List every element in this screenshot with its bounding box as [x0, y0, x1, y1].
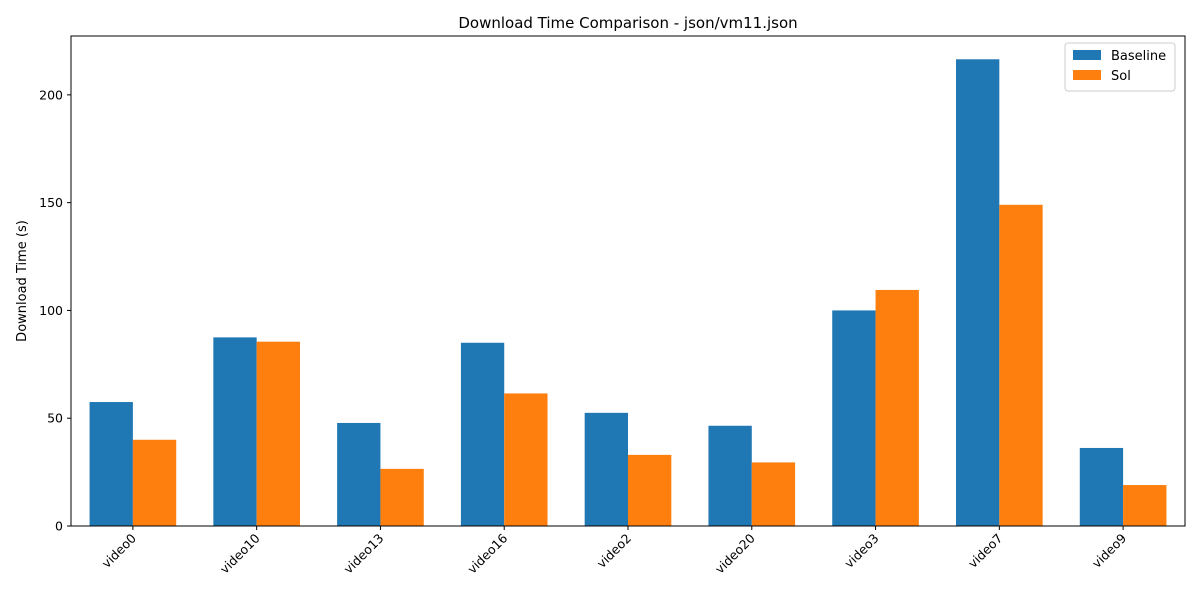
bar-sol-video7 [999, 204, 1043, 526]
bar-baseline-video9 [1079, 447, 1124, 526]
bar-baseline-video13 [337, 422, 381, 526]
y-tick-label-50: 50 [47, 411, 63, 426]
chart-title: Download Time Comparison - json/vm11.jso… [458, 14, 797, 32]
bar-baseline-video0 [89, 402, 133, 526]
bar-sol-video20 [751, 462, 796, 526]
bar-sol-video10 [256, 341, 300, 526]
bar-sol-video13 [380, 468, 424, 526]
bar-baseline-video7 [956, 59, 1000, 526]
bar-baseline-video16 [460, 342, 505, 526]
legend-label-baseline: Baseline [1111, 49, 1166, 64]
y-axis: 0 50 100 150 200 [39, 87, 71, 534]
bar-sol-video3 [875, 289, 919, 526]
legend-label-sol: Sol [1111, 69, 1131, 84]
bar-baseline-video10 [213, 337, 257, 526]
bar-sol-video9 [1123, 485, 1167, 526]
bar-baseline-video20 [708, 425, 752, 526]
legend: Baseline Sol [1064, 42, 1176, 92]
plot-area [70, 35, 1186, 527]
bar-sol-video16 [504, 393, 548, 526]
bar-sol-video0 [132, 439, 177, 526]
bar-baseline-video2 [584, 412, 628, 526]
y-tick-label-0: 0 [55, 519, 63, 534]
legend-swatch-sol [1073, 70, 1101, 80]
legend-swatch-baseline [1073, 50, 1101, 60]
y-tick-label-150: 150 [39, 195, 63, 210]
y-tick-label-200: 200 [39, 87, 63, 102]
bar-sol-video2 [628, 454, 672, 526]
y-tick-label-100: 100 [39, 303, 63, 318]
bar-baseline-video3 [832, 310, 876, 526]
y-axis-title: Download Time (s) [15, 220, 30, 342]
